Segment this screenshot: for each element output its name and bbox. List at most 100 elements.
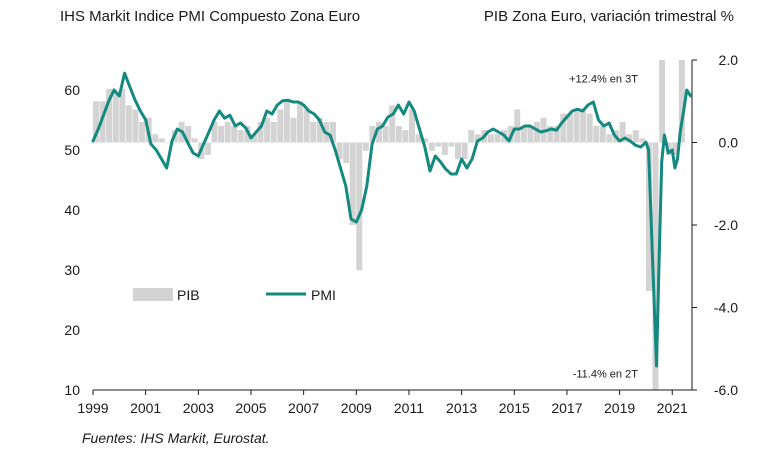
x-tick-label: 1999 bbox=[77, 400, 108, 416]
x-tick-label: 2009 bbox=[341, 400, 372, 416]
pib-bar bbox=[185, 126, 192, 143]
right-tick-label: 2.0 bbox=[719, 52, 739, 68]
pib-bar bbox=[211, 121, 218, 143]
pib-bar bbox=[93, 101, 99, 143]
left-tick-label: 10 bbox=[64, 382, 80, 398]
pib-bar bbox=[376, 121, 383, 143]
pib-bar bbox=[672, 142, 679, 155]
annotations: +12.4% en 3T -11.4% en 2T bbox=[569, 74, 638, 381]
x-tick-label: 2007 bbox=[288, 400, 319, 416]
pib-bar bbox=[106, 88, 113, 143]
x-axis-ticks: 1999 2001 2003 2005 2007 2009 2011 2013 2015 2017… bbox=[77, 390, 688, 416]
pib-bar bbox=[231, 126, 238, 143]
pib-bar bbox=[139, 121, 146, 143]
left-tick-label: 30 bbox=[64, 262, 80, 278]
x-tick-label: 2003 bbox=[183, 400, 214, 416]
source-note: Fuentes: IHS Markit, Eurostat. bbox=[82, 430, 270, 446]
pib-bar bbox=[204, 142, 211, 155]
pib-bar bbox=[237, 130, 244, 143]
pib-bar bbox=[329, 121, 336, 143]
x-tick-label: 2011 bbox=[394, 400, 424, 416]
pib-bar bbox=[626, 134, 633, 143]
pib-bar bbox=[487, 134, 494, 143]
pib-bar bbox=[369, 126, 376, 143]
pib-bar bbox=[224, 121, 231, 143]
x-tick-label: 2013 bbox=[446, 400, 477, 416]
pib-bar bbox=[362, 142, 369, 151]
pib-bar bbox=[520, 126, 527, 143]
legend-label-pib: PIB bbox=[177, 287, 200, 303]
pib-bar bbox=[218, 126, 225, 143]
right-tick-label: -4.0 bbox=[714, 300, 738, 316]
pib-bar bbox=[310, 121, 317, 143]
pib-bar bbox=[125, 105, 132, 143]
pib-bar bbox=[257, 121, 264, 143]
pib-bar bbox=[659, 60, 666, 143]
pib-bar bbox=[494, 134, 501, 143]
pib-bar bbox=[468, 130, 475, 143]
pib-bar bbox=[283, 101, 290, 143]
pib-bar bbox=[678, 60, 685, 143]
left-tick-label: 60 bbox=[64, 82, 80, 98]
pib-bar bbox=[573, 109, 580, 143]
pib-bar bbox=[389, 105, 396, 143]
pib-bar bbox=[356, 142, 363, 271]
chart-title-left: IHS Markit Indice PMI Compuesto Zona Eur… bbox=[60, 8, 361, 25]
left-tick-label: 40 bbox=[64, 202, 80, 218]
pib-bar bbox=[645, 142, 652, 291]
pib-bar bbox=[316, 117, 323, 143]
pib-bar bbox=[534, 121, 541, 143]
pib-bar bbox=[395, 126, 402, 143]
pib-bar bbox=[639, 138, 646, 143]
annotation-label: -11.4% en 2T bbox=[573, 369, 639, 381]
pib-bar bbox=[435, 142, 442, 147]
pib-bar bbox=[165, 142, 172, 143]
pib-bar bbox=[297, 101, 304, 143]
pib-bar bbox=[336, 142, 343, 159]
pib-bar bbox=[422, 138, 429, 143]
pib-bar bbox=[119, 88, 126, 143]
pib-bar bbox=[290, 117, 297, 143]
pib-bar bbox=[132, 109, 139, 143]
pib-bar bbox=[343, 142, 350, 164]
x-tick-label: 2005 bbox=[235, 400, 266, 416]
left-tick-label: 20 bbox=[64, 322, 80, 338]
pib-bar bbox=[264, 117, 271, 143]
pib-bar bbox=[303, 109, 310, 143]
pib-bar bbox=[593, 126, 600, 143]
pib-bar bbox=[474, 134, 481, 143]
pib-bar bbox=[408, 109, 415, 143]
pib-bar bbox=[580, 109, 587, 143]
pib-bar bbox=[527, 126, 534, 143]
pmi-line bbox=[91, 71, 693, 368]
legend-label-pmi: PMI bbox=[311, 287, 336, 303]
pib-bar bbox=[277, 109, 284, 143]
pib-bar bbox=[632, 130, 639, 143]
pib-bar bbox=[250, 134, 257, 143]
right-tick-label: -2.0 bbox=[714, 217, 738, 233]
x-tick-label: 2001 bbox=[130, 400, 161, 416]
x-tick-label: 2019 bbox=[604, 400, 635, 416]
pib-bar bbox=[415, 134, 422, 143]
pib-bar bbox=[191, 138, 198, 143]
legend: PIB PMI bbox=[133, 287, 336, 303]
right-tick-label: 0.0 bbox=[719, 135, 739, 151]
pib-bar bbox=[461, 142, 468, 159]
left-tick-label: 50 bbox=[64, 142, 80, 158]
pib-bar bbox=[349, 142, 356, 225]
pib-bar bbox=[547, 126, 554, 143]
right-tick-label: -6.0 bbox=[714, 382, 738, 398]
pib-bar bbox=[606, 134, 613, 143]
x-tick-label: 2017 bbox=[551, 400, 582, 416]
pib-bar bbox=[382, 126, 389, 143]
pib-bar bbox=[448, 142, 455, 147]
pib-bar bbox=[599, 126, 606, 143]
annotation-label: +12.4% en 3T bbox=[569, 74, 638, 86]
right-axis-ticks: -6.0 -4.0 -2.0 0.0 2.0 bbox=[692, 52, 738, 398]
pib-bar bbox=[441, 142, 448, 155]
pib-bar bbox=[619, 121, 626, 143]
pib-bar bbox=[586, 113, 593, 143]
pib-bar bbox=[455, 142, 462, 159]
chart-title-right: PIB Zona Euro, variación trimestral % bbox=[483, 8, 734, 25]
